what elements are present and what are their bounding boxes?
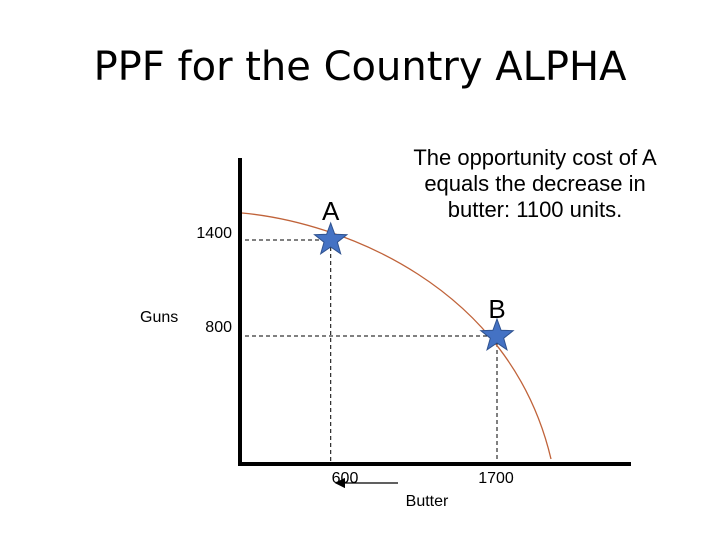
point-b-star (479, 317, 515, 351)
ppf-curve (241, 212, 552, 460)
x-tick-label-600: 600 (332, 470, 359, 487)
opportunity-cost-note: The opportunity cost of A equals the dec… (413, 145, 657, 222)
slide-title: PPF for the Country ALPHA (93, 44, 627, 90)
point-a-label: A (322, 196, 340, 226)
y-tick-label-800: 800 (205, 319, 232, 336)
point-b-label: B (488, 294, 505, 324)
x-tick-label-1700: 1700 (478, 470, 514, 487)
y-axis-label: Guns (140, 309, 178, 326)
x-axis-label: Butter (406, 493, 449, 510)
y-tick-label-1400: 1400 (196, 225, 232, 242)
guide-lines (245, 239, 498, 464)
point-a-star (313, 221, 349, 255)
